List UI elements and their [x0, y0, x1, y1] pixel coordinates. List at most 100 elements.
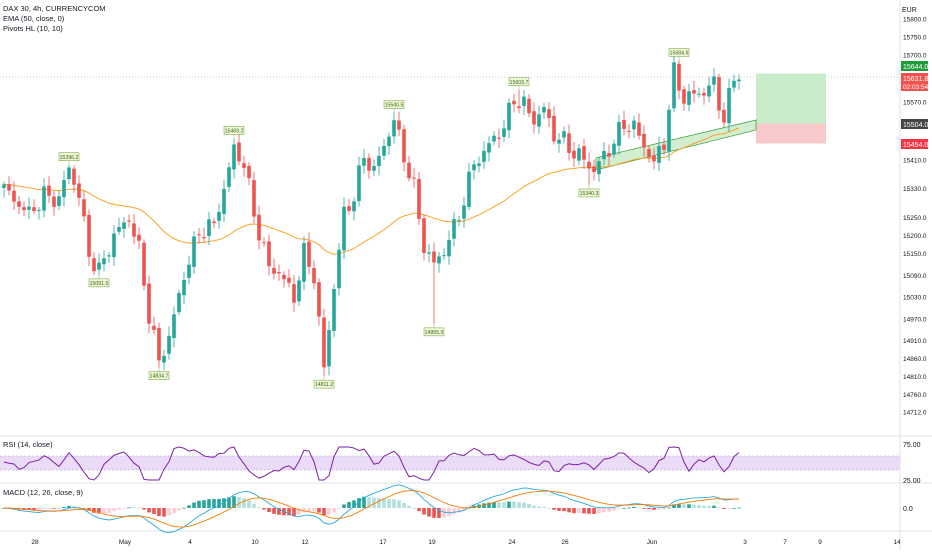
macd-histogram-bar: [542, 506, 546, 508]
macd-histogram-bar: [632, 506, 636, 508]
macd-histogram-bar: [717, 507, 721, 509]
macd-tick-zero: 0.0: [903, 506, 913, 513]
macd-histogram-bar: [722, 508, 726, 509]
macd-histogram-bar: [647, 508, 651, 510]
price-tick: 14810.0: [903, 374, 927, 381]
price-axis[interactable]: 15800.0 15750.0 15700.0 15570.0 15410.0 15330…: [903, 16, 927, 416]
candle-body: [597, 161, 601, 175]
candle-body: [327, 329, 331, 367]
candle-body: [217, 211, 221, 221]
macd-histogram-bar: [92, 508, 96, 513]
candle-body: [382, 145, 386, 156]
target-price-text: 15644.0: [903, 64, 928, 71]
candle-body: [612, 143, 616, 155]
macd-histogram-bar: [342, 504, 346, 508]
candle-body: [87, 214, 91, 257]
candle-body: [117, 227, 121, 232]
macd-histogram-bar: [437, 508, 441, 519]
macd-histogram-bar: [577, 508, 581, 514]
macd-histogram-bar: [392, 499, 396, 508]
macd-histogram-bar: [112, 508, 116, 512]
candle-body: [452, 219, 456, 239]
macd-histogram-bar: [382, 498, 386, 508]
pivots-legend[interactable]: Pivots HL (10, 10): [3, 24, 63, 33]
macd-layer: [2, 484, 741, 533]
candle-body: [407, 162, 411, 179]
candle-body: [477, 163, 481, 166]
macd-histogram-bar: [227, 497, 231, 508]
long-target-zone[interactable]: [756, 73, 826, 124]
candle-body: [657, 146, 661, 163]
candle-body: [102, 258, 106, 265]
candle-body: [737, 79, 741, 82]
candle-body: [267, 241, 271, 267]
entry-price-text: 15504.0: [903, 122, 928, 129]
candle-body: [12, 190, 16, 202]
stop-price-badge: [901, 139, 928, 149]
candle-body: [567, 133, 571, 153]
candle-body: [207, 219, 211, 237]
macd-histogram-bar: [487, 502, 491, 508]
candle-body: [27, 206, 31, 210]
macd-legend[interactable]: MACD (12, 26, close, 9): [3, 488, 84, 497]
price-tick: 15090.0: [903, 273, 927, 280]
pivot-label-text: 14955.9: [425, 330, 444, 336]
candle-body: [577, 148, 581, 161]
candle-body: [52, 196, 56, 207]
long-stop-zone[interactable]: [756, 123, 826, 144]
macd-histogram-bar: [367, 497, 371, 508]
macd-histogram-bar: [57, 508, 61, 509]
macd-histogram-bar: [612, 508, 616, 511]
candle-body: [7, 184, 11, 191]
macd-histogram-bar: [532, 505, 536, 508]
candle-body: [372, 166, 376, 171]
macd-histogram-bar: [167, 508, 171, 516]
price-tick: 15200.0: [903, 233, 927, 240]
symbol-title[interactable]: DAX 30, 4h, CURRENCYCOM: [3, 4, 106, 13]
candle-body: [292, 284, 296, 303]
macd-histogram-bar: [497, 502, 501, 508]
candle-body: [682, 89, 686, 104]
stop-price-text: 15454.0: [903, 142, 928, 149]
macd-histogram-bar: [72, 505, 76, 508]
candle-body: [132, 223, 136, 237]
candle-body: [502, 128, 506, 137]
pivot-label-box: [58, 152, 80, 162]
macd-histogram-bar: [697, 505, 701, 508]
legend-main: DAX 30, 4h, CURRENCYCOM EMA (50, close, …: [3, 4, 106, 34]
candle-body: [182, 280, 186, 296]
macd-histogram-bar: [337, 508, 341, 509]
ascending-channel[interactable]: [595, 119, 757, 171]
macd-histogram-bar: [652, 508, 656, 510]
candle-body: [202, 236, 206, 239]
macd-histogram-bar: [82, 508, 86, 509]
candle-body: [347, 206, 351, 211]
candle-body: [697, 93, 701, 95]
entry-price-badge: [901, 119, 928, 129]
time-tick: 17: [379, 539, 387, 546]
macd-histogram-bar: [427, 508, 431, 517]
macd-histogram-bar: [517, 502, 521, 508]
candle-body: [547, 109, 551, 118]
candle-body: [77, 183, 81, 198]
macd-histogram-bar: [327, 508, 331, 515]
macd-histogram-bar: [417, 508, 421, 512]
rsi-legend[interactable]: RSI (14, close): [3, 440, 53, 449]
macd-histogram-bar: [377, 498, 381, 508]
candle-body: [447, 239, 451, 257]
price-tick: 15410.0: [903, 157, 927, 164]
macd-histogram-bar: [77, 506, 81, 508]
macd-histogram-bar: [727, 508, 731, 509]
candle-body: [632, 120, 636, 130]
macd-histogram-bar: [567, 508, 571, 513]
macd-histogram-bar: [312, 508, 316, 512]
ema-legend[interactable]: EMA (50, close, 0): [3, 14, 65, 23]
time-axis[interactable]: 28 May 4 10 12 17 19 24 26 Jun 3 7 9 14: [31, 539, 901, 546]
macd-histogram-bar: [172, 508, 176, 514]
candle-body: [97, 262, 101, 270]
candle-body: [337, 249, 341, 289]
candle-body: [307, 241, 311, 267]
candle-body: [582, 146, 586, 160]
candle-body: [487, 143, 491, 153]
